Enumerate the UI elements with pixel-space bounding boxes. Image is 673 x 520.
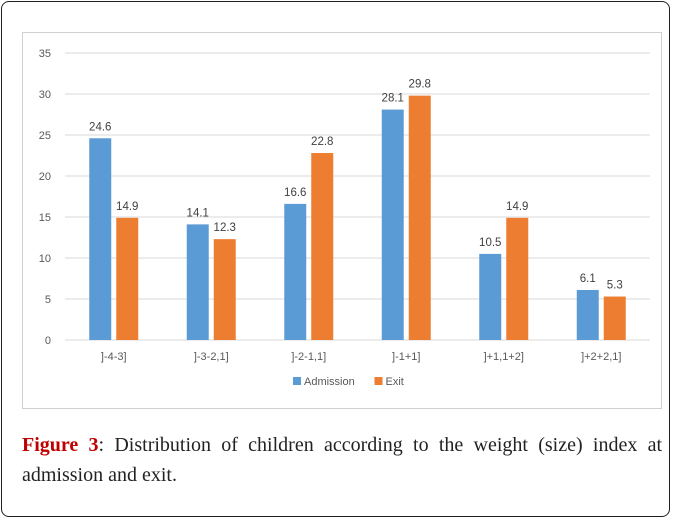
data-label: 6.1 — [580, 273, 596, 285]
y-tick-label: 20 — [39, 171, 51, 183]
data-label: 5.3 — [607, 280, 623, 292]
bar-admission — [576, 289, 599, 340]
legend-swatch-exit — [374, 377, 383, 385]
bar-admission — [381, 109, 404, 340]
data-label: 16.6 — [284, 187, 306, 199]
bar-chart: 0 5 10 15 20 25 30 35 24.6 14.9 ]-4-3] 14.1 12.3 ]-3-… — [39, 48, 650, 388]
bar-exit — [311, 153, 334, 340]
x-tick-label: ]-4-3] — [101, 351, 127, 363]
y-tick-label: 35 — [39, 48, 51, 60]
bar-admission — [284, 203, 307, 340]
data-label: 24.6 — [89, 121, 111, 133]
x-tick-label: ]-3-2,1] — [194, 351, 229, 363]
y-tick-label: 25 — [39, 130, 51, 142]
y-tick-label: 10 — [39, 253, 51, 265]
bar-admission — [186, 224, 209, 340]
data-label: 14.1 — [187, 207, 209, 219]
x-tick-label: ]-2-1,1] — [291, 351, 326, 363]
x-tick-label: ]-1+1] — [392, 351, 420, 363]
x-tick-label: ]+1,1+2] — [484, 351, 524, 363]
legend-swatch-admission — [293, 377, 301, 385]
figure-label: Figure 3 — [22, 434, 99, 456]
caption-text: : Distribution of children according to … — [22, 434, 662, 486]
chart-area: 0 5 10 15 20 25 30 35 24.6 14.9 ]-4-3] 14.1 12.3 ]-3-… — [22, 32, 662, 409]
data-label: 10.5 — [479, 237, 501, 249]
legend-label-admission: Admission — [304, 376, 355, 388]
data-label: 12.3 — [214, 222, 236, 234]
bar-exit — [506, 217, 529, 340]
bar-exit — [116, 217, 139, 340]
figure-caption: Figure 3: Distribution of children accor… — [22, 430, 662, 490]
x-tick-label: ]+2+2,1] — [581, 351, 621, 363]
data-label: 28.1 — [382, 93, 404, 105]
data-label: 14.9 — [116, 201, 138, 213]
y-tick-label: 15 — [39, 212, 51, 224]
data-label: 22.8 — [311, 136, 333, 148]
y-tick-label: 0 — [45, 335, 51, 347]
data-label: 29.8 — [409, 79, 431, 91]
bar-exit — [213, 239, 236, 340]
y-tick-label: 30 — [39, 89, 51, 101]
y-tick-label: 5 — [45, 294, 51, 306]
bar-exit — [408, 95, 431, 340]
legend-label-exit: Exit — [386, 376, 404, 388]
bar-admission — [479, 253, 502, 340]
bar-exit — [603, 296, 626, 340]
bar-admission — [89, 138, 112, 340]
data-label: 14.9 — [506, 201, 528, 213]
